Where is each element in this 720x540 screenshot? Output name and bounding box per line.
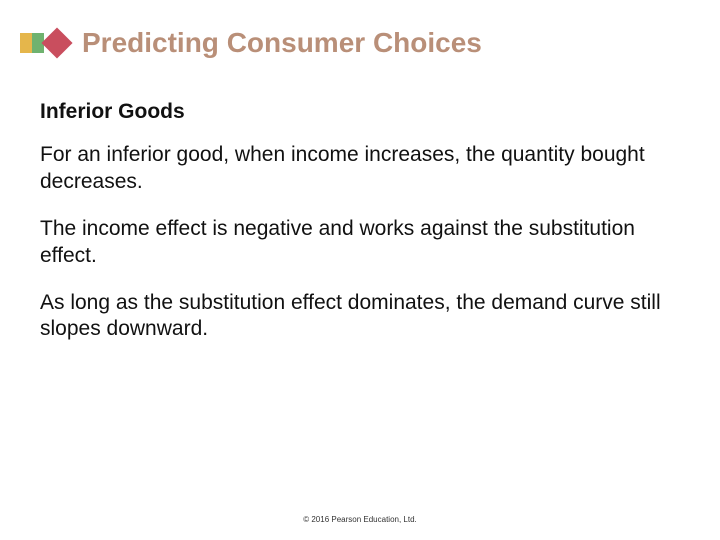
paragraph-3: As long as the substitution effect domin… — [40, 290, 664, 344]
paragraph-1: For an inferior good, when income increa… — [40, 142, 664, 196]
content-area: Inferior Goods For an inferior good, whe… — [40, 100, 664, 363]
bullet-stripe-yellow — [20, 33, 32, 53]
bullet-diamond-icon — [41, 28, 72, 59]
copyright-footer: © 2016 Pearson Education, Ltd. — [0, 515, 720, 524]
slide-title: Predicting Consumer Choices — [82, 28, 482, 59]
slide: Predicting Consumer Choices Inferior Goo… — [0, 0, 720, 540]
paragraph-2: The income effect is negative and works … — [40, 216, 664, 270]
title-row: Predicting Consumer Choices — [20, 28, 700, 59]
title-bullet-icon — [20, 29, 68, 57]
subheading: Inferior Goods — [40, 100, 664, 124]
